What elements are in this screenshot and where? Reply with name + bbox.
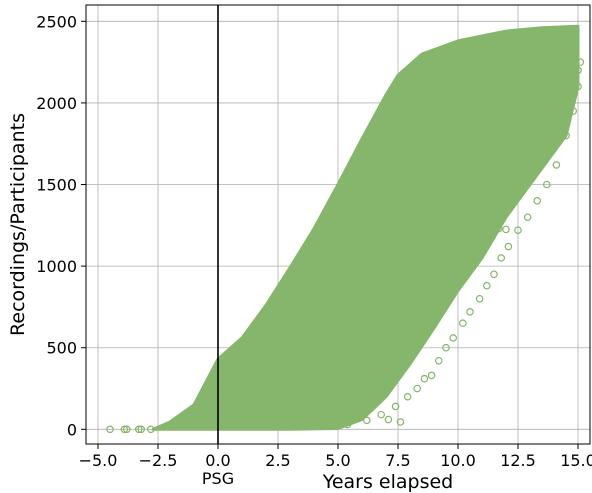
psg-label: PSG [202,469,234,488]
data-point [562,131,570,140]
data-point [497,254,506,262]
y-tick-label: 2000 [36,94,77,113]
y-tick-label: 500 [46,339,77,358]
data-point [571,40,580,48]
x-tick-label: 2.5 [265,451,290,470]
data-point [482,281,491,290]
data-point [490,270,498,279]
data-point [147,425,155,434]
data-point [542,180,551,189]
x-tick-label: 5.0 [325,451,350,470]
data-cloud [151,24,580,431]
y-tick-label: 0 [67,420,77,439]
data-point [434,356,443,365]
x-axis-label: Years elapsed [322,471,454,493]
x-ticks: −5.0 −2.5 0.0 2.5 5.0 7.5 10.0 12.5 15.0 [79,444,592,470]
data-point [427,371,436,380]
data-point [391,402,400,411]
data-point [137,425,146,434]
data-point [514,226,522,235]
data-point [120,425,129,434]
data-cloud-area [151,24,580,431]
outlier-points [106,40,585,434]
data-point [442,343,450,352]
data-point [566,74,575,83]
data-point [123,425,131,434]
x-tick-label: 7.5 [385,451,410,470]
data-point [396,418,405,426]
y-axis-label: Recordings/Participants [7,113,29,336]
data-point [377,410,386,419]
x-tick-label: −5.0 [79,451,118,470]
data-point [523,213,532,221]
y-tick-label: 1500 [36,176,77,195]
data-point [504,242,513,251]
x-tick-label: 0.0 [205,451,230,470]
data-point [413,384,422,393]
data-point [106,425,114,434]
data-point [574,66,582,75]
data-point [135,425,143,434]
data-point [475,294,484,303]
data-point [564,41,573,50]
data-point [384,415,393,424]
data-point [574,82,582,91]
data-point [569,107,578,115]
y-ticks: 0 500 1000 1500 2000 2500 [36,12,86,439]
x-tick-label: 10.0 [440,451,476,470]
data-point [466,308,474,316]
data-point [420,374,429,383]
x-tick-label: 15.0 [560,451,592,470]
data-point [403,392,412,401]
data-point [362,416,371,425]
data-point [343,420,352,429]
data-point [552,161,561,169]
y-tick-label: 2500 [36,12,77,31]
data-point [449,334,458,342]
data-point [494,224,503,233]
data-point [502,225,510,234]
data-point [576,58,585,66]
data-point [458,319,467,328]
x-tick-label: −2.5 [139,451,178,470]
data-point [533,197,542,205]
y-tick-label: 1000 [36,257,77,276]
x-tick-label: 12.5 [500,451,536,470]
